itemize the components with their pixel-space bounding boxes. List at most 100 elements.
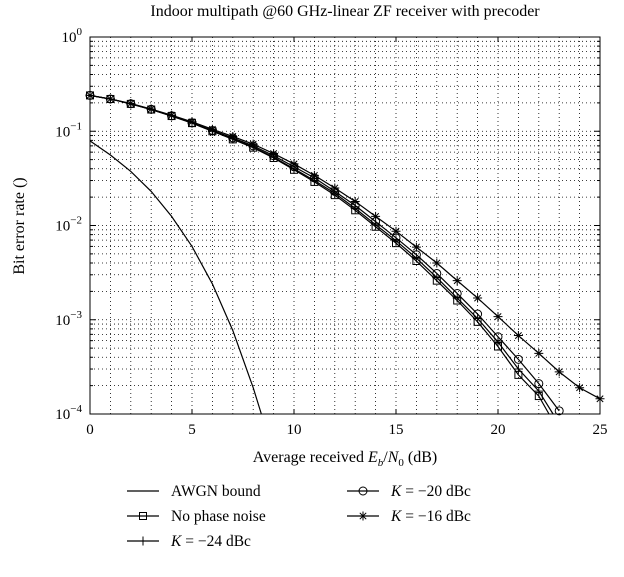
marker-circle (452, 288, 462, 298)
marker-circle (358, 486, 368, 496)
y-tick-label: 10−3 (55, 309, 82, 329)
marker-star (350, 196, 360, 206)
y-tick-label: 100 (62, 26, 83, 46)
y-tick-exp: −2 (70, 215, 82, 227)
legend-item-2: K = −24 dBc (127, 533, 251, 550)
legend-label-rest: = −24 dBc (181, 533, 251, 550)
series-layer (85, 90, 605, 416)
marker-star (146, 104, 156, 114)
marker-plus (513, 364, 523, 374)
y-tick-exp: −1 (70, 120, 82, 132)
x-axis-label: Average received Eb/N0 (dB) (253, 449, 437, 469)
y-tick-base: 10 (62, 30, 77, 46)
y-tick-exp: 0 (77, 26, 83, 38)
marker-star (432, 258, 442, 268)
marker-star (391, 226, 401, 236)
marker-circle (473, 309, 483, 319)
x-axis-label-sub: b (378, 457, 384, 469)
y-tick-label: 10−4 (55, 403, 82, 423)
marker-star (473, 293, 483, 303)
marker-star (105, 94, 115, 104)
marker-star (207, 124, 217, 134)
y-tick-exp: −4 (70, 403, 82, 415)
marker-star (330, 183, 340, 193)
x-tick-labels: 0 5 10 15 20 25 (86, 422, 607, 438)
y-tick-base: 10 (55, 219, 70, 235)
chart-title: Indoor multipath @60 GHz-linear ZF recei… (150, 3, 540, 20)
legend-label-rest: = −16 dBc (401, 508, 471, 525)
series-line (89, 94, 601, 400)
grid (90, 37, 600, 414)
x-axis-label-mid: / (383, 449, 388, 466)
x-axis-label-var: E (367, 449, 378, 466)
legend-label: K = −24 dBc (170, 533, 251, 550)
marker-star (554, 367, 564, 377)
marker-plus (473, 314, 483, 324)
series-line (89, 94, 554, 415)
marker-star (228, 131, 238, 141)
y-axis-label: Bit error rate () (11, 177, 28, 274)
x-tick-label: 25 (593, 422, 608, 438)
legend-label: No phase noise (171, 508, 266, 525)
series-1 (86, 91, 550, 415)
marker-star (452, 276, 462, 286)
marker-plus (493, 337, 503, 347)
y-tick-label: 10−1 (55, 120, 82, 140)
marker-star (167, 110, 177, 120)
series-line (89, 140, 262, 415)
marker-star (575, 383, 585, 393)
legend-label-var: K (390, 483, 402, 500)
marker-star (358, 511, 368, 521)
marker-circle (534, 379, 544, 389)
legend-label: AWGN bound (171, 483, 261, 500)
x-tick-label: 0 (86, 422, 94, 438)
legend-label-var: K (170, 533, 182, 550)
marker-star (493, 312, 503, 322)
marker-star (269, 149, 279, 159)
marker-square (139, 512, 147, 520)
marker-circle (554, 406, 564, 416)
series-line (89, 94, 550, 415)
y-tick-label: 10−2 (55, 215, 82, 235)
series-2 (85, 90, 554, 415)
x-tick-label: 15 (389, 422, 404, 438)
y-tick-exp: −3 (70, 309, 82, 321)
series-3 (85, 90, 564, 416)
marker-star (248, 139, 258, 149)
y-tick-base: 10 (55, 124, 70, 140)
legend-item-0: AWGN bound (127, 483, 261, 500)
tick-marks (89, 36, 601, 415)
series-line (89, 94, 560, 412)
legend-label: K = −16 dBc (390, 508, 471, 525)
marker-plus (138, 536, 148, 546)
marker-circle (493, 332, 503, 342)
legend-label: K = −20 dBc (390, 483, 471, 500)
legend-label-var: K (390, 508, 402, 525)
marker-star (187, 117, 197, 127)
x-axis-label-sub2: 0 (398, 457, 404, 469)
marker-circle (513, 354, 523, 364)
x-tick-label: 20 (491, 422, 506, 438)
x-axis-label-prefix: Average received (253, 449, 368, 466)
marker-star (309, 170, 319, 180)
marker-plus (452, 293, 462, 303)
y-tick-base: 10 (55, 407, 70, 423)
marker-star (289, 159, 299, 169)
marker-star (371, 211, 381, 221)
legend-item-1: No phase noise (127, 508, 266, 525)
x-tick-label: 10 (287, 422, 302, 438)
x-axis-label-suffix: (dB) (404, 449, 437, 466)
marker-star (411, 242, 421, 252)
x-tick-label: 5 (188, 422, 196, 438)
x-axis-label-var2: N (387, 449, 400, 466)
legend-label-rest: = −20 dBc (401, 483, 471, 500)
marker-star (534, 348, 544, 358)
series-0 (89, 140, 262, 415)
marker-circle (432, 268, 442, 278)
legend-item-4: K = −16 dBc (347, 508, 471, 525)
y-tick-base: 10 (55, 313, 70, 329)
marker-star (513, 331, 523, 341)
